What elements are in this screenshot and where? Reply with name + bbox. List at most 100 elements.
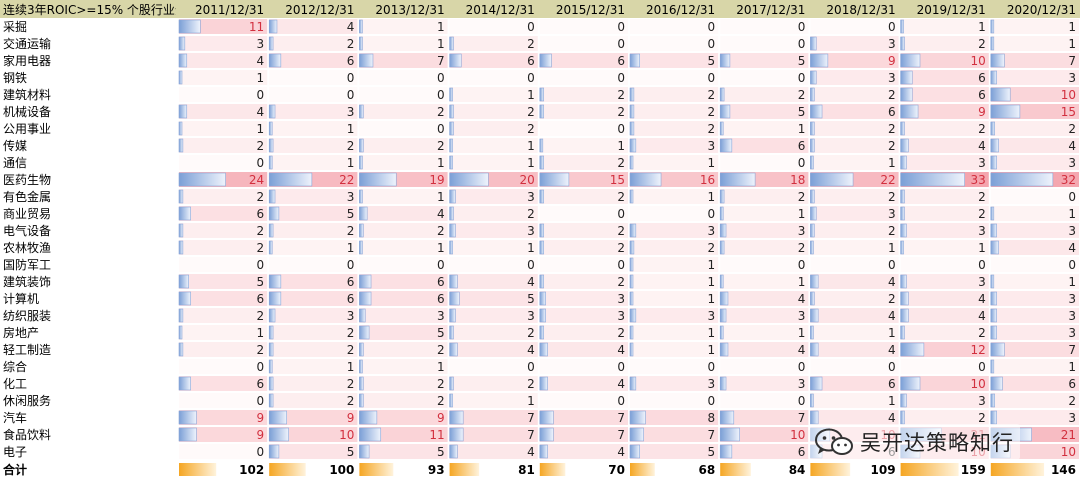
data-label: 9 — [347, 411, 355, 425]
data-bar — [449, 376, 454, 391]
data-label: 9 — [257, 411, 265, 425]
heat-cell — [630, 444, 719, 459]
heat-cell — [720, 359, 809, 374]
heat-cell — [720, 342, 809, 357]
heat-cell — [449, 70, 538, 85]
data-label: 4 — [527, 445, 535, 459]
heat-cell — [449, 376, 538, 391]
heat-cell — [630, 36, 719, 51]
heat-cell — [720, 53, 809, 68]
data-bar — [629, 376, 637, 391]
data-label: 2 — [978, 411, 986, 425]
data-label: 1 — [888, 326, 896, 340]
heat-cell — [179, 121, 268, 136]
heat-cell — [539, 138, 628, 153]
data-label: 0 — [347, 71, 355, 85]
heat-cell — [269, 444, 358, 459]
data-label: 0 — [708, 37, 716, 51]
data-bar — [810, 87, 815, 102]
data-bar — [629, 308, 637, 323]
data-label: 0 — [708, 207, 716, 221]
data-label: 1 — [347, 360, 355, 374]
total-value: 100 — [329, 463, 354, 477]
heat-cell — [359, 19, 448, 34]
heat-cell — [269, 393, 358, 408]
data-label: 3 — [257, 37, 265, 51]
total-bar — [359, 463, 394, 476]
data-label: 10 — [971, 54, 986, 68]
data-label: 6 — [978, 71, 986, 85]
data-bar — [359, 274, 372, 289]
heat-cell — [900, 155, 989, 170]
data-bar — [539, 427, 554, 442]
total-bar — [720, 463, 751, 476]
data-label: 1 — [708, 190, 716, 204]
heat-cell — [990, 376, 1079, 391]
heat-cell — [900, 410, 989, 425]
total-value: 159 — [961, 463, 986, 477]
row-label: 电气设备 — [3, 223, 51, 238]
heat-cell — [269, 19, 358, 34]
heat-cell — [269, 359, 358, 374]
heat-cell — [449, 189, 538, 204]
data-label: 6 — [257, 207, 265, 221]
data-label: 0 — [798, 20, 806, 34]
heat-cell — [990, 155, 1079, 170]
row-label: 汽车 — [3, 410, 27, 425]
data-bar — [900, 36, 905, 51]
data-bar — [539, 87, 544, 102]
data-label: 7 — [1068, 54, 1076, 68]
heat-cell — [179, 342, 268, 357]
heat-cell — [269, 155, 358, 170]
data-label: 3 — [1068, 292, 1076, 306]
data-bar — [539, 138, 544, 153]
data-bar — [178, 70, 183, 85]
data-label: 0 — [437, 88, 445, 102]
heat-cell — [179, 155, 268, 170]
data-bar — [719, 325, 724, 340]
heat-cell — [900, 53, 989, 68]
data-bar — [990, 70, 997, 85]
row-label: 采掘 — [3, 19, 27, 34]
column-header: 2019/12/31 — [917, 3, 986, 17]
data-bar — [268, 172, 313, 187]
data-label: 3 — [798, 309, 806, 323]
data-label: 0 — [257, 258, 265, 272]
heat-cell — [720, 393, 809, 408]
row-label: 商业贸易 — [3, 206, 51, 221]
data-label: 1 — [437, 37, 445, 51]
data-bar — [268, 104, 276, 119]
data-label: 0 — [978, 360, 986, 374]
data-label: 5 — [347, 207, 355, 221]
data-bar — [268, 325, 274, 340]
data-label: 3 — [437, 309, 445, 323]
data-bar — [449, 36, 454, 51]
data-bar — [810, 274, 819, 289]
heat-cell — [720, 240, 809, 255]
data-label: 33 — [971, 173, 986, 187]
data-label: 32 — [1061, 173, 1076, 187]
data-bar — [629, 410, 646, 425]
heat-cell — [449, 223, 538, 238]
data-label: 0 — [798, 394, 806, 408]
data-label: 7 — [437, 54, 445, 68]
heat-cell — [179, 19, 268, 34]
data-bar — [359, 36, 363, 51]
data-label: 4 — [617, 377, 625, 391]
heat-cell — [900, 138, 989, 153]
data-label: 3 — [798, 377, 806, 391]
data-label: 1 — [708, 275, 716, 289]
data-label: 6 — [347, 292, 355, 306]
heat-cell — [179, 104, 268, 119]
data-bar — [990, 155, 997, 170]
data-label: 5 — [437, 326, 445, 340]
data-label: 6 — [978, 88, 986, 102]
heat-cell — [720, 444, 809, 459]
data-label: 1 — [1068, 20, 1076, 34]
data-bar — [178, 19, 201, 34]
total-bar — [269, 463, 306, 476]
data-label: 0 — [708, 360, 716, 374]
data-bar — [990, 53, 1005, 68]
data-label: 0 — [798, 37, 806, 51]
heat-cell — [630, 342, 719, 357]
